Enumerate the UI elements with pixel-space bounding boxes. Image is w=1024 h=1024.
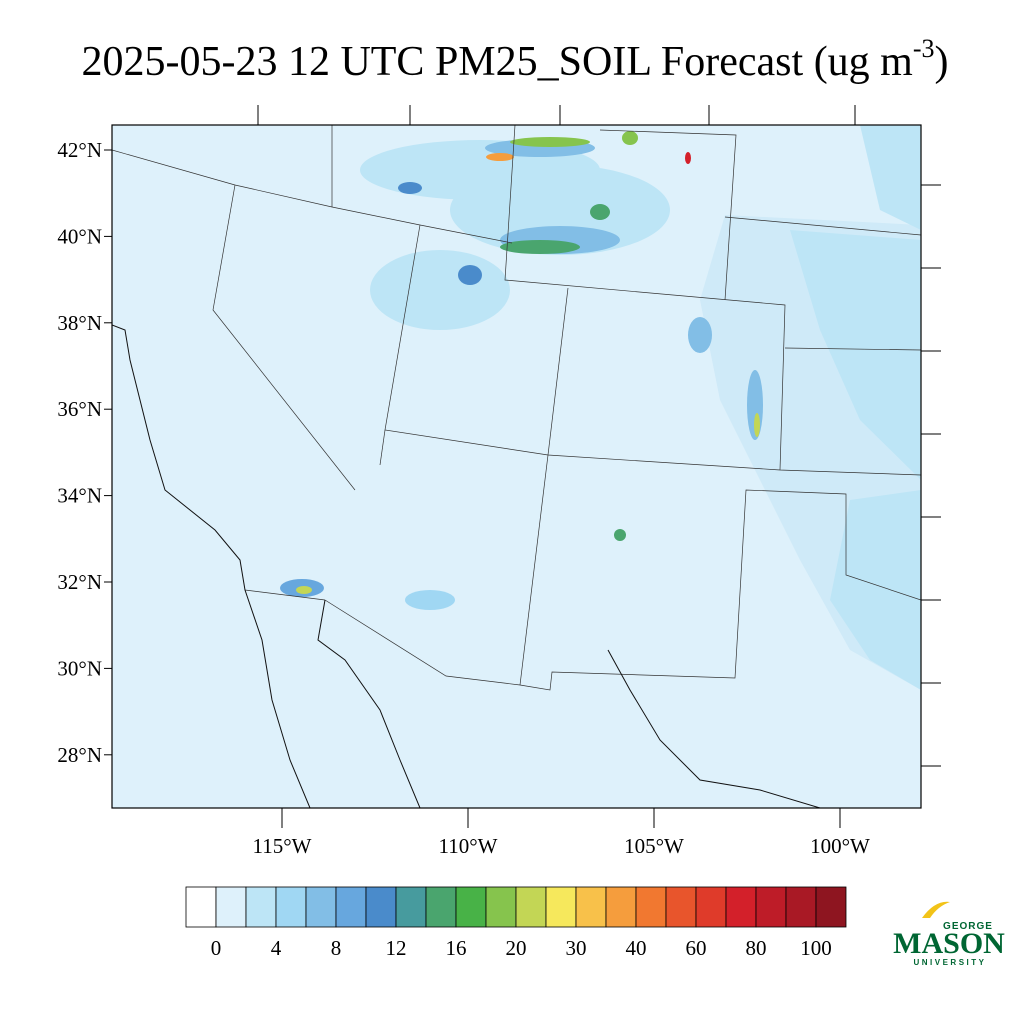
colorbar-label: 60: [686, 936, 707, 960]
plume: [370, 250, 510, 330]
title: 2025-05-23 12 UTC PM25_SOIL Forecast (ug…: [81, 34, 948, 85]
colorbar-box: [365, 886, 397, 928]
lat-label: 36°N: [57, 397, 102, 421]
state-border: [504, 125, 786, 471]
map-field: [112, 125, 921, 808]
title-main: 2025-05-23 12 UTC PM25_SOIL Forecast (ug…: [81, 39, 913, 85]
colorbar-box: [755, 886, 787, 928]
colorbar-box: [575, 886, 607, 928]
colorbar-box: [515, 886, 547, 928]
colorbar-label: 16: [446, 936, 467, 960]
plume: [685, 152, 691, 164]
lat-label: 38°N: [57, 311, 102, 335]
colorbar-label: 8: [331, 936, 342, 960]
colorbar-label: 20: [506, 936, 527, 960]
map-ticks: [257, 105, 856, 125]
lon-label: 115°W: [253, 834, 312, 858]
coastline: [317, 599, 421, 808]
colorbar-box: [455, 886, 487, 928]
colorbar-box: [545, 886, 577, 928]
lat-label: 42°N: [57, 138, 102, 162]
colorbar-box: [215, 886, 247, 928]
plume: [614, 529, 626, 541]
plume: [688, 317, 712, 353]
colorbar-label: 4: [271, 936, 282, 960]
state-border: [599, 129, 737, 301]
plume: [590, 204, 610, 220]
plume: [830, 490, 921, 690]
colorbar-label: 12: [386, 936, 407, 960]
colorbar-box: [815, 886, 847, 928]
colorbar-box: [695, 886, 727, 928]
lat-label: 32°N: [57, 570, 102, 594]
state-border: [519, 287, 569, 686]
plume: [860, 125, 921, 230]
colorbar-box: [185, 886, 217, 928]
colorbar-box: [605, 886, 637, 928]
colorbar-box: [725, 886, 757, 928]
colorbar-box: [275, 886, 307, 928]
coastline: [112, 324, 311, 808]
plume: [398, 182, 422, 194]
colorbar-box: [485, 886, 517, 928]
colorbar-label: 80: [746, 936, 767, 960]
state-border: [244, 589, 326, 601]
plume: [486, 153, 514, 161]
title-superscript: -3: [913, 34, 935, 63]
lat-label: 30°N: [57, 656, 102, 680]
lat-label: 40°N: [57, 224, 102, 248]
colorbar-label: 40: [626, 936, 647, 960]
colorbar-box: [785, 886, 817, 928]
plume: [790, 230, 921, 480]
lon-label: 110°W: [439, 834, 498, 858]
map-frame: [111, 124, 922, 809]
coastline: [607, 649, 821, 808]
plume: [458, 265, 482, 285]
logo-bottom: UNIVERSITY: [913, 958, 986, 967]
plume: [754, 413, 760, 437]
colorbar-box: [305, 886, 337, 928]
plume: [500, 240, 580, 254]
state-border: [379, 429, 386, 466]
plume: [296, 586, 312, 594]
lat-label: 34°N: [57, 484, 102, 508]
colorbar-label: 100: [800, 936, 832, 960]
lon-label: 100°W: [810, 834, 870, 858]
logo-name: MASON: [893, 927, 1005, 960]
colorbar-box: [425, 886, 457, 928]
logo: GEORGE MASON UNIVERSITY: [893, 901, 1005, 967]
colorbar-box: [395, 886, 427, 928]
logo-swoosh: [922, 901, 950, 918]
colorbar-box: [245, 886, 277, 928]
colorbar-box: [635, 886, 667, 928]
state-border: [324, 489, 921, 691]
logo-top: GEORGE: [943, 921, 993, 932]
colorbar-label: 0: [211, 936, 222, 960]
title-end: ): [935, 39, 949, 85]
state-border: [724, 216, 921, 236]
plume: [622, 131, 638, 145]
state-border: [784, 347, 921, 351]
plume: [510, 137, 590, 147]
colorbar-box: [665, 886, 697, 928]
lon-label: 105°W: [624, 834, 684, 858]
lat-label: 28°N: [57, 743, 102, 767]
state-border: [212, 184, 356, 491]
colorbar-box: [335, 886, 367, 928]
plume: [405, 590, 455, 610]
colorbar-label: 30: [566, 936, 587, 960]
